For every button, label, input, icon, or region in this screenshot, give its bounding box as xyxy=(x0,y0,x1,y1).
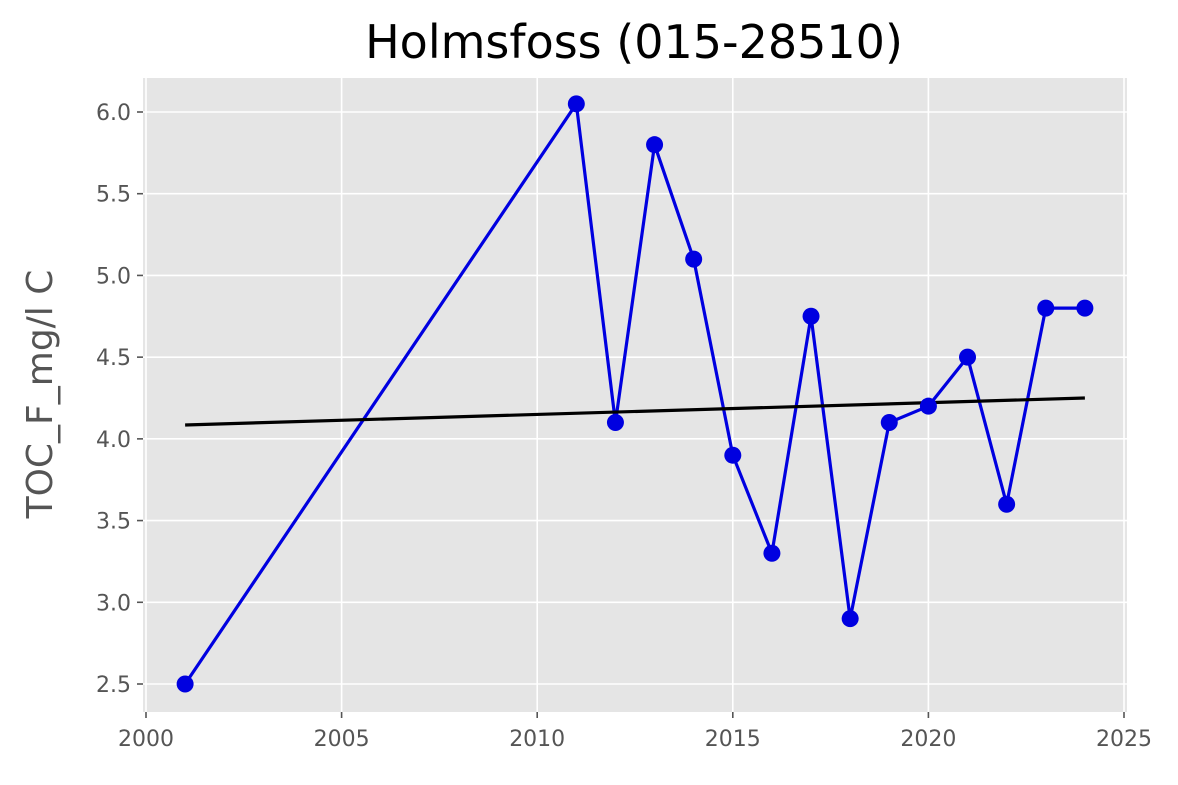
data-point xyxy=(685,250,703,268)
data-point xyxy=(802,307,820,325)
plot-area: 2000 2005 2010 2015 2020 2025 2.5 3.0 3.5 4.0 4.5 5… xyxy=(96,78,1152,752)
x-tick-label: 2010 xyxy=(509,727,565,752)
plot-background xyxy=(143,78,1127,712)
y-tick-label: 2.5 xyxy=(96,673,131,698)
y-tick-label: 5.5 xyxy=(96,183,131,208)
y-tick-label: 5.0 xyxy=(96,264,131,289)
x-tick-label: 2000 xyxy=(118,727,174,752)
data-point xyxy=(1076,299,1094,317)
y-tick-label: 4.5 xyxy=(96,346,131,371)
data-point xyxy=(998,495,1016,513)
y-tick-label: 6.0 xyxy=(96,101,131,126)
data-point xyxy=(841,610,859,628)
chart-title: Holmsfoss (015-28510) xyxy=(365,15,903,69)
x-tick-label: 2005 xyxy=(314,727,370,752)
data-point xyxy=(763,544,781,562)
x-tick-label: 2025 xyxy=(1096,727,1152,752)
y-tick-label: 3.5 xyxy=(96,510,131,535)
y-axis-label: TOC_F_mg/l C xyxy=(20,270,61,520)
data-point xyxy=(606,414,624,432)
data-point xyxy=(880,414,898,432)
x-tick-label: 2015 xyxy=(705,727,761,752)
data-point xyxy=(567,95,585,113)
data-point xyxy=(919,397,937,415)
x-tick-label: 2020 xyxy=(900,727,956,752)
data-point xyxy=(176,675,194,693)
y-tick-label: 4.0 xyxy=(96,428,131,453)
y-tick-label: 3.0 xyxy=(96,591,131,616)
data-point xyxy=(646,136,664,154)
data-point xyxy=(959,348,977,366)
data-point xyxy=(1037,299,1055,317)
data-point xyxy=(724,446,742,464)
